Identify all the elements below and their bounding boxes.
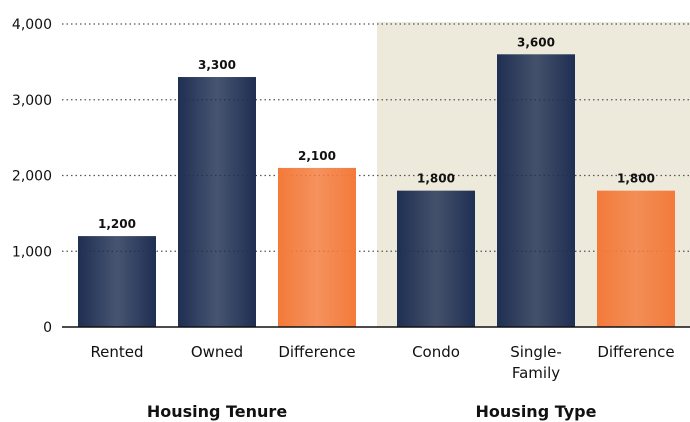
y-tick-label: 0: [43, 320, 52, 336]
bar: [78, 236, 156, 327]
x-tick-label: Single-Family: [510, 343, 562, 382]
y-tick-label: 4,000: [12, 17, 52, 33]
x-tick-label: Difference: [278, 343, 355, 361]
y-tick-label: 3,000: [12, 93, 52, 109]
x-tick-label: Owned: [191, 343, 243, 361]
x-tick-label: Condo: [412, 343, 460, 361]
y-tick-label: 1,000: [12, 244, 52, 260]
y-tick-label: 2,000: [12, 169, 52, 185]
bar: [178, 77, 256, 328]
value-label: 1,800: [417, 172, 455, 186]
value-label: 1,800: [617, 172, 655, 186]
value-label: 2,100: [298, 149, 336, 163]
group-label: Housing Tenure: [147, 402, 288, 421]
bar: [278, 167, 356, 327]
value-label: 3,300: [198, 58, 236, 72]
bar: [597, 190, 675, 327]
bar: [497, 54, 575, 328]
value-label: 3,600: [517, 35, 555, 49]
x-tick-label: Rented: [90, 343, 143, 361]
x-tick-label: Difference: [597, 343, 674, 361]
bar: [397, 190, 475, 327]
value-label: 1,200: [98, 217, 136, 231]
group-label: Housing Type: [476, 402, 597, 421]
